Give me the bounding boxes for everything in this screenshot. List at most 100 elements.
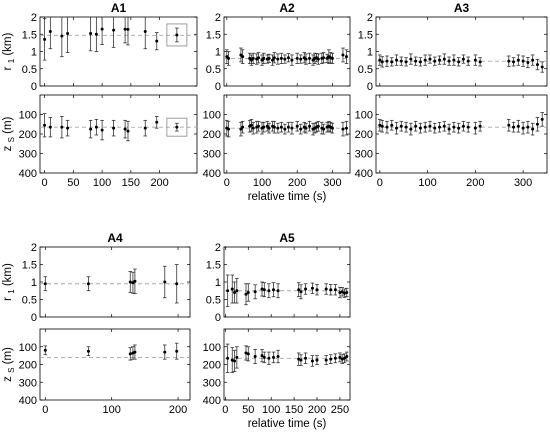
panel-a3-zs-data-point — [395, 126, 399, 130]
panel-a4-r1-ytick-label: 1.5 — [22, 260, 37, 272]
panel-a5-zs-data-point — [226, 356, 230, 360]
panel-a5-zs-xtick-label: 100 — [262, 404, 280, 416]
panel-a3-r1-data-point — [418, 60, 422, 64]
panel-a3-zs-ytick-label: 100 — [355, 110, 373, 122]
panel-a5-r1-ytick-label: 1.5 — [206, 260, 221, 272]
panel-a3-zs-data-point — [526, 125, 530, 129]
panel-a4-zs-data-point — [86, 349, 90, 353]
panel-a2-r1-data-point — [271, 58, 275, 62]
panel-a4-zs-data-point — [163, 350, 167, 354]
panel-a2-zs-axes-box — [223, 94, 351, 174]
panel-a2-zs-data-point — [262, 125, 266, 129]
panel-a1-zs-data-point — [43, 123, 47, 127]
panel-a4-r1-data-point — [43, 282, 47, 286]
panel-a2-zs-data-point — [290, 126, 294, 130]
panel-a5-zs-data-point — [235, 355, 239, 359]
panel-a4-zs-xtick-label: 200 — [169, 404, 187, 416]
panel-a2-zs-data-point — [276, 126, 280, 130]
panel-a3-zs-data-point — [418, 126, 422, 130]
panel-a5-zs-data-point — [315, 358, 319, 362]
panel-a2-r1-data-point — [341, 53, 345, 57]
panel-a3-r1-data-point — [507, 59, 511, 63]
panel-a3-r1-data-point — [378, 58, 382, 62]
panel-a1-zs-data-point — [112, 126, 116, 130]
panel-a3-zs-data-point — [473, 126, 477, 130]
panel-a5-zs-data-point — [324, 358, 328, 362]
panel-a3-title: A3 — [454, 1, 470, 15]
panel-a2-zs-data-point — [279, 125, 283, 129]
panel-a2-r1-data-point — [304, 57, 308, 61]
panel-a1-r1-data-point — [48, 29, 52, 33]
panel-a2-r1-data-point — [279, 56, 283, 60]
panel-a2-r1-data-point — [344, 55, 348, 59]
panel-a2-zs-data-point — [239, 127, 243, 131]
panel-a2-zs-ytick-label: 300 — [203, 149, 221, 161]
panel-a2-zs-data-point — [308, 124, 312, 128]
panel-a5-r1-data-point — [267, 289, 271, 293]
panel-a4-zs-ytick-label: 100 — [19, 342, 37, 354]
panel-a5-r1-data-point — [271, 288, 275, 292]
panel-a3-zs-data-point — [535, 122, 539, 126]
panel-a3-zs-xtick-label: 0 — [377, 177, 383, 189]
panel-a2-r1-ytick-label: 1.5 — [206, 29, 221, 41]
panel-a2-r1-data-point — [322, 56, 326, 60]
panel-a3-r1-data-point — [409, 57, 413, 61]
panel-a2-zs-data-point — [256, 124, 260, 128]
panel-a1-zs-data-point — [66, 126, 70, 130]
panel-a3-zs-data-point — [399, 124, 403, 128]
panel-a1-r1-ytick-label: 2 — [31, 12, 37, 24]
panel-a3-zs-data-point — [423, 125, 427, 129]
panel-a3-zs-data-point — [531, 127, 535, 131]
panel-a5-r1-data-point — [338, 291, 342, 294]
panel-a5-zs-axes-box — [223, 328, 351, 401]
panel-a2-zs-data-point — [241, 125, 245, 129]
panel-a1-r1-data-point — [60, 34, 64, 38]
panel-a4-r1-data-point — [175, 282, 179, 286]
panel-a3-zs-xtick-label: 300 — [514, 177, 532, 189]
panel-a5-r1-data-point — [262, 288, 266, 292]
panel-a5-zs-xtick-label: 200 — [308, 404, 326, 416]
panel-a3-r1-ytick-label: 1 — [367, 47, 373, 59]
panel-a1-r1-ytick-label: 0.5 — [22, 64, 37, 76]
panel-a3-r1-data-point — [526, 61, 530, 65]
panel-a5-zs-data-point — [260, 354, 264, 358]
panel-a2-r1-data-point — [290, 58, 294, 62]
panel-a1-zs-data-point — [155, 120, 159, 124]
panel-a1-r1-data-point — [100, 27, 104, 31]
panel-a2-r1-ytick-label: 2 — [215, 12, 221, 24]
panel-a1-zs-data-point — [100, 128, 104, 132]
panel-a2-xlabel: relative time (s) — [248, 191, 327, 203]
panel-a3-r1-data-point — [433, 59, 437, 63]
panel-a5-zs-data-point — [310, 359, 314, 363]
panel-a3-r1-data-point — [457, 60, 461, 64]
panel-a4-zs-ytick-label: 300 — [19, 377, 37, 389]
panel-a1-zs-inset-box — [166, 117, 188, 137]
panel-a3-r1-data-point — [385, 59, 389, 63]
panel-a2-r1-data-point — [295, 56, 299, 60]
panel-a2-r1-data-point — [299, 57, 303, 61]
panel-a2-zs-data-point — [330, 126, 334, 130]
panel-a2-zs-ytick-label: 400 — [203, 168, 221, 180]
panel-a5-r1-data-point — [340, 290, 344, 294]
panel-a3-r1-ytick-label: 1.5 — [358, 29, 373, 41]
panel-a4-zs-data-point — [128, 352, 132, 356]
panel-a3-zs-data-point — [414, 124, 418, 128]
panel-a1-r1-inset-box — [166, 23, 188, 47]
panel-a4-zs-axes-box — [39, 328, 191, 401]
panel-a5-r1-data-point — [333, 288, 337, 292]
panel-a1-r1-ylabel: r 1 (km) — [2, 32, 16, 70]
panel-a2-r1-data-point — [330, 56, 334, 60]
panel-a3-r1-data-point — [466, 59, 470, 63]
panel-a5-zs-xtick-label: 250 — [331, 404, 349, 416]
panel-a2-zs-data-point — [295, 124, 299, 128]
panel-a1-r1-data-point — [112, 28, 116, 32]
panel-a5-zs-xtick-label: 150 — [285, 404, 303, 416]
panel-a4-zs-ytick-label: 400 — [19, 395, 37, 407]
panel-a5-r1-data-point — [299, 290, 303, 294]
panel-a4-r1-data-point — [133, 279, 137, 283]
panel-a1-r1-data-point — [89, 32, 93, 36]
panel-a2-zs-data-point — [249, 123, 253, 127]
panel-a5-zs-ytick-label: 200 — [203, 360, 221, 372]
panel-a3-r1-data-point — [404, 60, 408, 64]
